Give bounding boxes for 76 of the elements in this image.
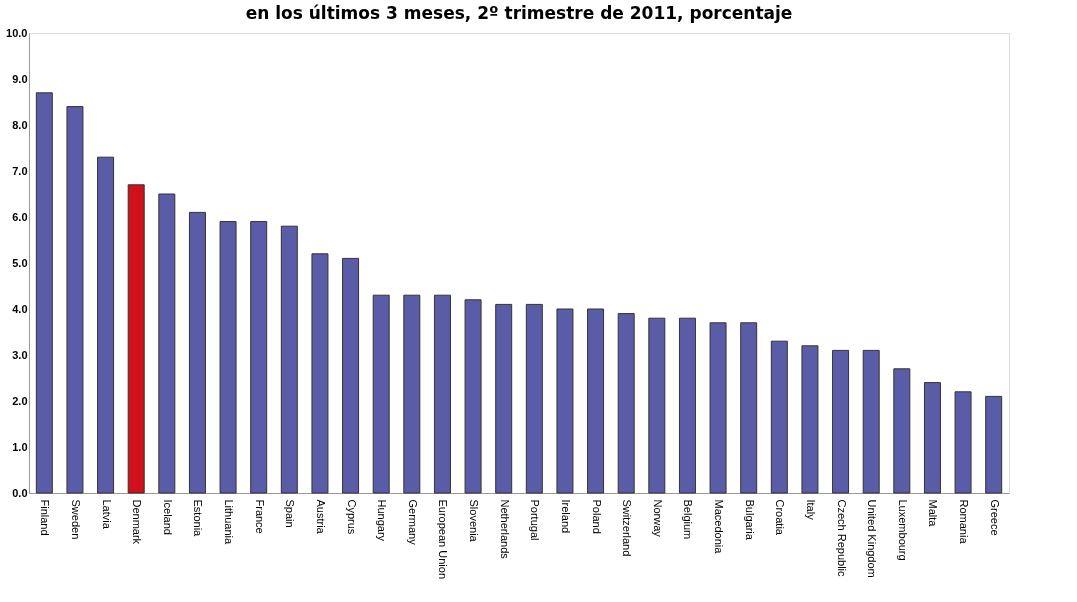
y-tick-label: 5.0: [12, 256, 28, 269]
bar: [587, 308, 605, 494]
bar: [188, 211, 206, 494]
x-tick-label: Lithuania: [223, 499, 236, 546]
bar: [678, 317, 696, 494]
bar: [433, 294, 451, 494]
x-tick-label: Italy: [804, 499, 817, 521]
x-tick-label: Sweden: [69, 499, 82, 540]
bar: [985, 395, 1003, 494]
bar: [97, 156, 115, 494]
bar: [770, 340, 788, 494]
x-tick-label: Germany: [406, 499, 419, 546]
y-tick-label: 10.0: [6, 26, 28, 39]
x-tick-label: Latvia: [100, 499, 113, 530]
bar: [35, 92, 53, 494]
x-tick-label: Malta: [927, 499, 940, 528]
y-tick-label: 1.0: [12, 440, 28, 453]
bar: [403, 294, 421, 494]
x-tick-label: Bulgaria: [743, 499, 756, 541]
x-tick-label: Finland: [39, 499, 52, 536]
bar: [66, 106, 84, 494]
x-tick-label: Portugal: [529, 499, 542, 541]
x-tick-label: Austria: [314, 499, 327, 535]
bar: [280, 225, 298, 494]
x-tick-label: Ireland: [559, 499, 572, 534]
x-tick-label: Slovenia: [468, 499, 481, 543]
x-tick-label: European Union: [437, 499, 450, 580]
bar: [862, 349, 880, 494]
bar: [219, 221, 237, 494]
bar: [342, 257, 360, 494]
x-tick-label: Cyprus: [345, 499, 358, 535]
bar: [127, 184, 145, 494]
y-tick-label: 2.0: [12, 394, 28, 407]
bar: [158, 193, 176, 494]
y-tick-label: 7.0: [12, 164, 28, 177]
bar: [801, 345, 819, 494]
bar: [954, 391, 972, 494]
x-tick-label: France: [253, 499, 266, 534]
x-tick-label: Belgium: [682, 499, 695, 540]
x-tick-label: Netherlands: [498, 499, 511, 560]
x-tick-label: Greece: [988, 499, 1001, 536]
y-tick-label: 9.0: [12, 72, 28, 85]
chart-title: en los últimos 3 meses, 2º trimestre de 2011, porcentaje: [245, 3, 793, 23]
x-tick-label: Norway: [651, 499, 664, 538]
bar: [372, 294, 390, 494]
bar: [832, 349, 850, 494]
bar: [250, 221, 268, 494]
x-tick-label: Hungary: [376, 499, 389, 542]
y-tick-label: 0.0: [12, 486, 28, 499]
x-tick-label: Spain: [284, 499, 297, 528]
x-tick-label: United Kingdom: [866, 499, 879, 578]
bar: [617, 313, 635, 494]
x-tick-label: Denmark: [131, 499, 144, 545]
y-tick-label: 3.0: [12, 348, 28, 361]
x-tick-label: Romania: [958, 499, 971, 545]
x-tick-label: Croatia: [774, 499, 787, 536]
x-tick-label: Macedonia: [713, 499, 726, 555]
bar: [311, 253, 329, 494]
bar: [893, 368, 911, 494]
bar: [495, 303, 513, 494]
x-tick-label: Luxembourg: [896, 499, 909, 561]
y-tick-label: 4.0: [12, 302, 28, 315]
bar: [709, 322, 727, 494]
x-tick-label: Poland: [590, 499, 603, 534]
x-tick-label: Iceland: [161, 499, 174, 535]
bar: [648, 317, 666, 494]
y-tick-label: 8.0: [12, 118, 28, 131]
bar: [923, 382, 941, 494]
bar: [556, 308, 574, 494]
bar: [525, 303, 543, 494]
bar: [740, 322, 758, 494]
x-tick-label: Czech Republic: [835, 499, 848, 578]
y-tick-label: 6.0: [12, 210, 28, 223]
bar: [464, 299, 482, 494]
x-tick-label: Switzerland: [621, 499, 634, 557]
x-tick-label: Estonia: [192, 499, 205, 538]
